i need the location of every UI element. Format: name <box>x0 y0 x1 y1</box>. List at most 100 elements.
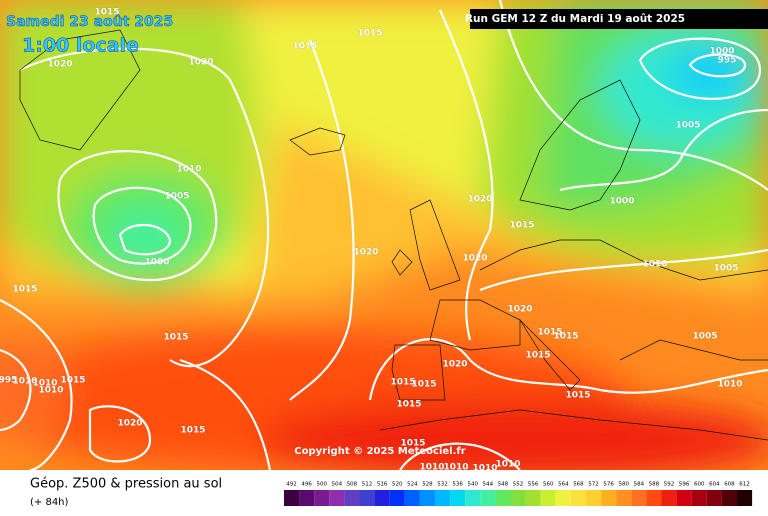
scale-label: 552 <box>513 482 524 488</box>
isobar-label: 1015 <box>525 351 550 361</box>
scale-swatch <box>721 490 737 506</box>
scale-label: 580 <box>619 482 630 488</box>
scale-swatch <box>480 490 496 506</box>
isobar-label: 1015 <box>60 376 85 386</box>
isobar-label: 1010 <box>642 260 667 270</box>
isobar-label: 1015 <box>292 42 317 52</box>
isobar-label: 1010 <box>472 464 497 474</box>
scale-label: 508 <box>347 482 358 488</box>
isobar-label: 1005 <box>692 332 717 342</box>
scale-label: 556 <box>528 482 539 488</box>
scale-label: 612 <box>739 482 750 488</box>
isobar-label: 1000 <box>709 47 734 57</box>
scale-swatch <box>450 490 466 506</box>
scale-swatch <box>555 490 571 506</box>
scale-label: 560 <box>543 482 554 488</box>
scale-label: 572 <box>588 482 599 488</box>
copyright: Copyright © 2025 Meteociel.fr <box>294 446 465 457</box>
isobar-label: 1010 <box>419 463 444 473</box>
isobar-label: 1020 <box>462 254 487 264</box>
scale-swatch <box>465 490 481 506</box>
color-scale: 492 496 500 504 508 512 516 520 524 528 532 536 540 5… <box>284 482 753 506</box>
scale-label: 516 <box>377 482 388 488</box>
scale-label: 512 <box>362 482 373 488</box>
scale-label: 540 <box>468 482 479 488</box>
scale-label: 584 <box>634 482 645 488</box>
scale-label: 496 <box>301 482 312 488</box>
scale-swatch <box>570 490 586 506</box>
isobar-label: 1015 <box>390 378 415 388</box>
isobar-label: 1010 <box>176 165 201 175</box>
scale-label: 608 <box>724 482 735 488</box>
scale-label: 500 <box>317 482 328 488</box>
isobar-label: 995 <box>0 376 17 386</box>
isobar-label: 1015 <box>163 333 188 343</box>
scale-label: 568 <box>573 482 584 488</box>
isobar-label: 1000 <box>144 258 169 268</box>
scale-swatch <box>284 490 300 506</box>
scale-swatch <box>435 490 451 506</box>
scale-swatch <box>314 490 330 506</box>
scale-label: 600 <box>694 482 705 488</box>
isobar-label: 1015 <box>509 221 534 231</box>
isobar-label: 1015 <box>180 426 205 436</box>
scale-swatch <box>404 490 420 506</box>
scale-label: 576 <box>603 482 614 488</box>
scale-label: 524 <box>407 482 418 488</box>
isobar-label: 1005 <box>713 264 738 274</box>
isobar-label: 1020 <box>47 60 72 70</box>
scale-swatch <box>601 490 617 506</box>
isobar-label: 1015 <box>411 380 436 390</box>
scale-swatch <box>389 490 405 506</box>
isobar-label: 1020 <box>507 305 532 315</box>
scale-label: 492 <box>286 482 297 488</box>
scale-swatch <box>359 490 375 506</box>
scale-label: 596 <box>679 482 690 488</box>
isobar-label: 995 <box>718 56 737 66</box>
scale-swatch <box>525 490 541 506</box>
scale-swatch <box>631 490 647 506</box>
isobar-label: 1015 <box>400 439 425 449</box>
scale-label: 544 <box>483 482 494 488</box>
valid-date: Samedi 23 août 2025 <box>6 14 173 30</box>
scale-label: 532 <box>437 482 448 488</box>
scale-swatch <box>616 490 632 506</box>
scale-label: 588 <box>649 482 660 488</box>
coastlines <box>19 29 768 441</box>
isobar-label: 1010 <box>443 463 468 473</box>
scale-swatch <box>344 490 360 506</box>
scale-swatch <box>510 490 526 506</box>
scale-label: 548 <box>498 482 509 488</box>
scale-swatch <box>329 490 345 506</box>
isobar-label: 1015 <box>396 400 421 410</box>
isobar-label: 1010 <box>717 380 742 390</box>
scale-label: 536 <box>452 482 463 488</box>
scale-label: 604 <box>709 482 720 488</box>
scale-label: 564 <box>558 482 569 488</box>
scale-swatch <box>706 490 722 506</box>
isobar-label: 1000 <box>609 197 634 207</box>
isobar-label: 1015 <box>553 332 578 342</box>
scale-label: 520 <box>392 482 403 488</box>
scale-swatch <box>540 490 556 506</box>
footer-title: Géop. Z500 & pression au sol <box>30 477 222 492</box>
isobar-label: 1005 <box>164 192 189 202</box>
isobar-label: 1010 <box>32 379 57 389</box>
isobar-label: 1010 <box>38 386 63 396</box>
isobar-label: 1020 <box>353 248 378 258</box>
scale-swatch <box>495 490 511 506</box>
isobar-label: 1010 <box>12 377 37 387</box>
run-banner <box>470 9 768 29</box>
isobar-label: 1020 <box>117 419 142 429</box>
isobar-label: 1015 <box>537 328 562 338</box>
run-info: Run GEM 12 Z du Mardi 19 août 2025 <box>465 13 685 25</box>
isobar-label: 1015 <box>12 285 37 295</box>
scale-swatch <box>737 490 753 506</box>
isobar-label: 1005 <box>675 121 700 131</box>
field <box>0 0 768 480</box>
isobar-label: 1010 <box>495 460 520 470</box>
isobar-label: 1015 <box>94 8 119 18</box>
scale-label: 592 <box>664 482 675 488</box>
